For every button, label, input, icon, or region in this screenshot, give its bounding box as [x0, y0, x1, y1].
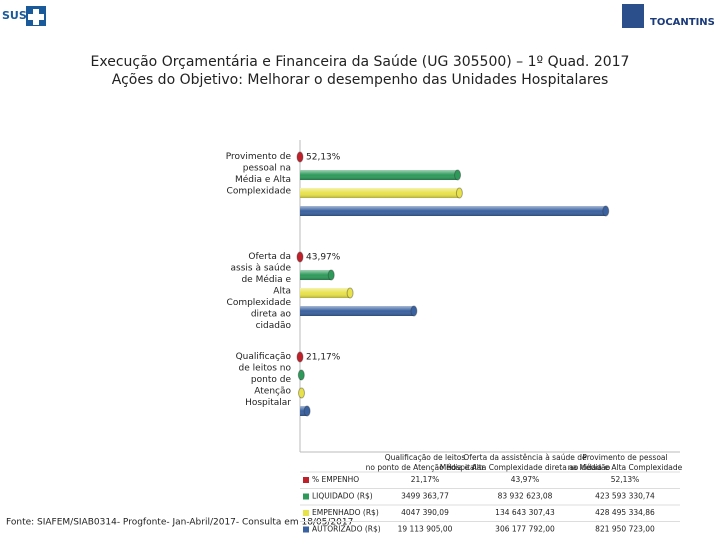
bar-shade [300, 206, 606, 216]
bar-cap [298, 387, 306, 399]
table-cell: 83 932 623,08 [498, 492, 553, 501]
y-tick-label: Qualificação de leitos no ponto de Atenção H… [236, 352, 292, 408]
y-tick-label: Oferta da assis à saúde de Média e Alta Comp… [227, 252, 292, 331]
bar-shade [300, 270, 332, 280]
legend-swatch [303, 510, 309, 516]
bar-cap [455, 187, 463, 199]
chart-title: Execução Orçamentária e Financeira da Sa… [91, 54, 630, 70]
legend-swatch [303, 526, 309, 533]
bar-shade [300, 288, 351, 298]
bar-cap [296, 251, 304, 263]
logo-text: TOCANTINS [650, 17, 715, 28]
table-header: Oferta da assistência à saúde de Média e … [440, 453, 611, 472]
table-cell: 306 177 792,00 [495, 525, 555, 534]
bar-cap [410, 305, 418, 317]
chart-subtitle: Ações do Objetivo: Melhorar o desempenho… [112, 72, 609, 88]
legend-label: AUTORIZADO (R$) [312, 525, 381, 534]
footer: Fonte: SIAFEM/SIAB0314- Progfonte- Jan-A… [6, 518, 353, 528]
legend-label: % EMPENHO [312, 475, 359, 484]
table-header: Qualificação de leitos no ponto de Atençã… [366, 453, 486, 472]
table-cell: 52,13% [611, 475, 640, 484]
table-cell: 134 643 307,43 [495, 508, 555, 517]
bar-shade [300, 170, 458, 180]
table-cell: 423 593 330,74 [595, 492, 655, 501]
legend-label: LIQUIDADO (R$) [312, 492, 373, 501]
bar-cap [303, 405, 311, 417]
table-cell: 821 950 723,00 [595, 525, 655, 534]
table-cell: 4047 390,09 [401, 508, 449, 517]
legend-swatch [303, 477, 309, 483]
bar-cap [602, 205, 610, 217]
bar-cap [327, 269, 335, 281]
table-cell: 3499 363,77 [401, 492, 449, 501]
logo-right: TOCANTINS [622, 4, 715, 28]
data-label: 43,97% [306, 253, 341, 263]
logo-shield [622, 4, 644, 28]
logo-cross [28, 9, 44, 25]
bar-shade [300, 406, 308, 416]
bar-cap [454, 169, 462, 181]
logo-left: SUS [2, 6, 46, 26]
bar-cap [296, 351, 304, 363]
legend-label: EMPENHADO (R$) [312, 508, 379, 517]
data-label: 52,13% [306, 153, 341, 163]
table-cell: 43,97% [511, 475, 540, 484]
data-label: 21,17% [306, 353, 341, 363]
y-tick-label: Provimento de pessoal na Média e Alta Compl… [226, 152, 292, 197]
bar-shade [300, 306, 414, 316]
bar-cap [296, 151, 304, 163]
bar-cap [346, 287, 354, 299]
table-cell: 21,17% [411, 475, 440, 484]
table-cell: 428 495 334,86 [595, 508, 655, 517]
legend-swatch [303, 493, 309, 500]
bar-cap [297, 369, 305, 381]
bar-shade [300, 188, 460, 198]
table-header: Provimento de pessoal na Média e Alta Com… [568, 453, 683, 472]
logo-text: SUS [2, 9, 27, 22]
table-cell: 19 113 905,00 [398, 525, 453, 534]
